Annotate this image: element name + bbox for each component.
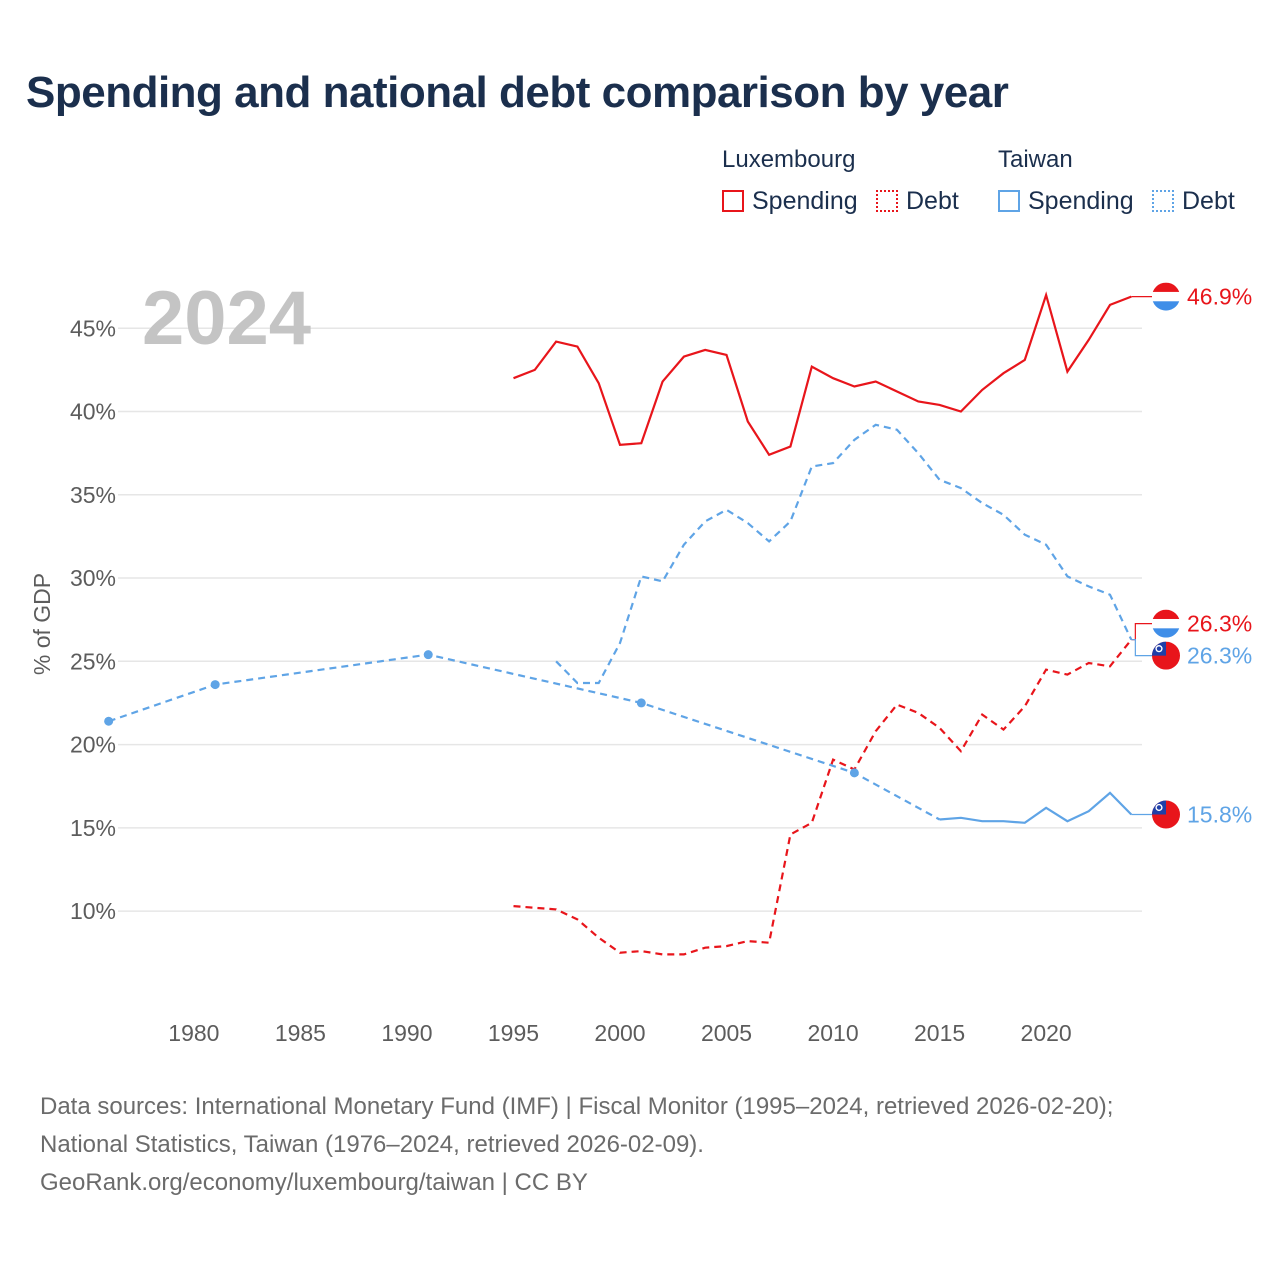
x-tick-label: 1980 xyxy=(168,1020,219,1046)
y-tick-label: 10% xyxy=(70,898,116,924)
luxembourg-flag-icon xyxy=(1152,282,1180,311)
y-tick-label: 20% xyxy=(70,732,116,758)
legend-label: Spending xyxy=(1028,186,1134,215)
legend-taiwan-spending[interactable]: Spending xyxy=(998,186,1134,216)
sources-line-3[interactable]: GeoRank.org/economy/luxembourg/taiwan | … xyxy=(40,1169,588,1196)
luxembourg-spending-line xyxy=(513,291,1132,457)
legend-swatch-solid xyxy=(722,190,744,212)
y-tick-label: 15% xyxy=(70,815,116,841)
legend-label: Debt xyxy=(906,186,959,215)
legend-taiwan-debt[interactable]: Debt xyxy=(1152,186,1235,216)
legend-title-taiwan: Taiwan xyxy=(998,146,1073,173)
taiwan-spending-point xyxy=(849,768,859,778)
y-tick-label: 45% xyxy=(70,315,116,341)
x-tick-label: 2015 xyxy=(914,1020,965,1046)
luxembourg-debt-end-label: 26.3% xyxy=(1187,611,1252,637)
taiwan-spending-end-label: 15.8% xyxy=(1187,802,1252,828)
legend-swatch-dotted xyxy=(1152,190,1174,212)
legend-title-luxembourg: Luxembourg xyxy=(722,146,856,173)
y-axis-label: % of GDP xyxy=(29,573,55,675)
chart-title: Spending and national debt comparison by… xyxy=(26,68,1009,117)
taiwan-spending-line-interpolated xyxy=(108,653,941,821)
taiwan-debt-end-label: 26.3% xyxy=(1187,643,1252,669)
legend-luxembourg-debt[interactable]: Debt xyxy=(876,186,959,216)
taiwan-flag-icon xyxy=(1152,641,1180,670)
x-tick-label: 2000 xyxy=(594,1020,645,1046)
legend-luxembourg-spending[interactable]: Spending xyxy=(722,186,858,216)
y-tick-label: 25% xyxy=(70,648,116,674)
taiwan-spending-point xyxy=(636,698,646,708)
taiwan-spending-point xyxy=(423,650,433,660)
luxembourg-flag-icon xyxy=(1152,609,1180,638)
taiwan-flag-icon xyxy=(1152,800,1180,829)
legend-label: Debt xyxy=(1182,186,1235,215)
y-tick-label: 30% xyxy=(70,565,116,591)
luxembourg-debt-leader xyxy=(1131,623,1152,641)
taiwan-debt-line xyxy=(555,423,1133,685)
y-tick-label: 40% xyxy=(70,399,116,425)
sources-line-1: Data sources: International Monetary Fun… xyxy=(40,1093,1114,1120)
x-tick-label: 2005 xyxy=(701,1020,752,1046)
x-tick-label: 2010 xyxy=(807,1020,858,1046)
x-tick-label: 2020 xyxy=(1021,1020,1072,1046)
taiwan-spending-point xyxy=(104,716,114,726)
sources-line-2: National Statistics, Taiwan (1976–2024, … xyxy=(40,1131,704,1158)
luxembourg-spending-end-label: 46.9% xyxy=(1187,284,1252,310)
x-tick-label: 1985 xyxy=(275,1020,326,1046)
y-tick-label: 35% xyxy=(70,482,116,508)
luxembourg-debt-line xyxy=(513,639,1133,956)
legend-label: Spending xyxy=(752,186,858,215)
x-tick-label: 1990 xyxy=(381,1020,432,1046)
x-tick-label: 1995 xyxy=(488,1020,539,1046)
legend-swatch-solid xyxy=(998,190,1020,212)
taiwan-debt-leader xyxy=(1131,639,1152,657)
legend-swatch-dotted xyxy=(876,190,898,212)
data-sources: Data sources: International Monetary Fun… xyxy=(40,1088,1113,1202)
taiwan-spending-line xyxy=(939,791,1133,824)
year-watermark: 2024 xyxy=(142,276,311,361)
taiwan-spending-point xyxy=(210,680,220,690)
